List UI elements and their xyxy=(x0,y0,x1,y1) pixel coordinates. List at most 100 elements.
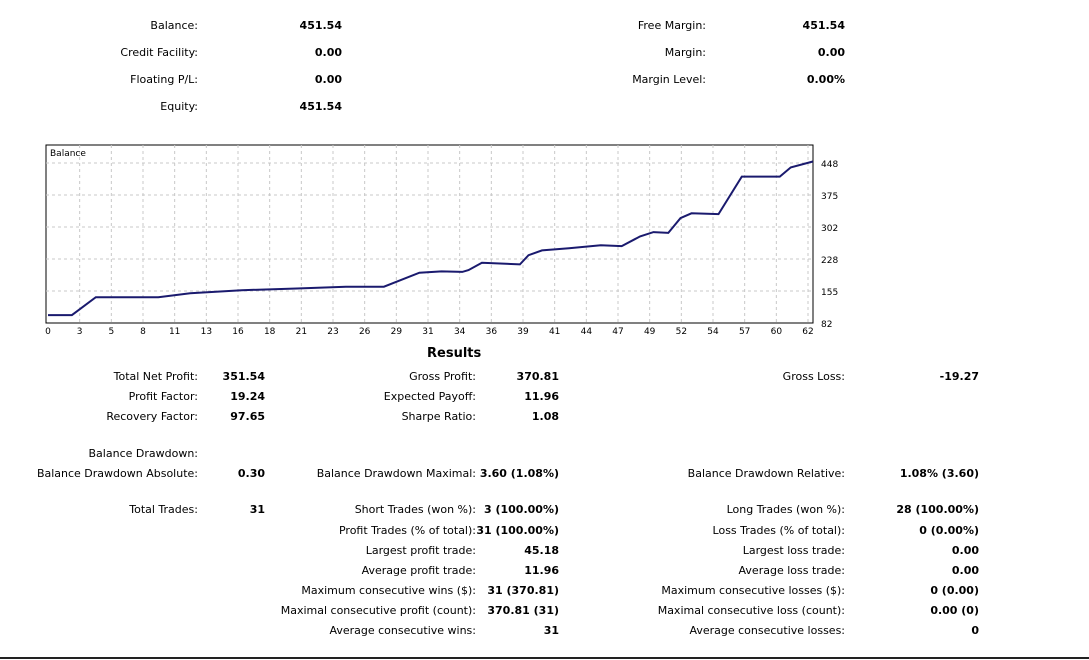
max-consec-losses-value: 0 (0.00) xyxy=(930,584,979,597)
x-tick-label: 0 xyxy=(45,327,51,337)
x-tick-label: 52 xyxy=(676,327,687,337)
results-title: Results xyxy=(427,346,482,361)
chart-title: Balance xyxy=(50,149,86,159)
gross-profit-value: 370.81 xyxy=(516,370,559,383)
floating-pl-value: 0.00 xyxy=(314,73,342,86)
x-tick-label: 31 xyxy=(422,327,433,337)
free-margin-value: 451.54 xyxy=(802,19,845,32)
x-tick-label: 47 xyxy=(612,327,623,337)
total-net-profit-value: 351.54 xyxy=(222,370,265,383)
margin-value: 0.00 xyxy=(817,46,845,59)
balance-value: 451.54 xyxy=(299,19,342,32)
sharpe-ratio-value: 1.08 xyxy=(531,410,559,423)
profit-trades-label: Profit Trades (% of total): xyxy=(338,524,476,537)
x-tick-label: 41 xyxy=(549,327,560,337)
bottom-divider xyxy=(0,657,1089,659)
average-loss-label: Average loss trade: xyxy=(738,564,845,577)
x-tick-label: 16 xyxy=(232,327,244,337)
expected-payoff-value: 11.96 xyxy=(524,390,559,403)
balance-label: Balance: xyxy=(150,19,198,32)
x-tick-label: 18 xyxy=(264,327,276,337)
y-tick-label: 228 xyxy=(821,256,838,266)
maximal-consec-loss-value: 0.00 (0) xyxy=(930,604,979,617)
y-tick-label: 375 xyxy=(821,192,838,202)
x-tick-label: 62 xyxy=(802,327,813,337)
x-tick-label: 21 xyxy=(296,327,307,337)
loss-trades-value: 0 (0.00%) xyxy=(919,524,979,537)
plot-frame xyxy=(45,144,814,324)
bd-absolute-value: 0.30 xyxy=(237,467,265,480)
margin-level-label: Margin Level: xyxy=(632,73,706,86)
floating-pl-label: Floating P/L: xyxy=(130,73,198,86)
largest-loss-value: 0.00 xyxy=(951,544,979,557)
max-consec-wins-value: 31 (370.81) xyxy=(487,584,559,597)
average-profit-value: 11.96 xyxy=(524,564,559,577)
x-tick-label: 54 xyxy=(707,327,719,337)
short-trades-value: 3 (100.00%) xyxy=(483,503,559,516)
margin-label: Margin: xyxy=(664,46,706,59)
total-net-profit-label: Total Net Profit: xyxy=(113,370,198,383)
x-tick-label: 11 xyxy=(169,327,180,337)
x-tick-label: 5 xyxy=(108,327,114,337)
max-consec-wins-label: Maximum consecutive wins ($): xyxy=(301,584,476,597)
largest-loss-label: Largest loss trade: xyxy=(742,544,845,557)
maximal-consec-loss-label: Maximal consecutive loss (count): xyxy=(657,604,845,617)
y-tick-label: 82 xyxy=(821,320,832,330)
total-trades-value: 31 xyxy=(249,503,265,516)
profit-factor-label: Profit Factor: xyxy=(128,390,198,403)
equity-value: 451.54 xyxy=(299,100,342,113)
profit-trades-value: 31 (100.00%) xyxy=(476,524,559,537)
gross-profit-label: Gross Profit: xyxy=(409,370,476,383)
expected-payoff-label: Expected Payoff: xyxy=(383,390,476,403)
y-tick-label: 155 xyxy=(821,288,838,298)
avg-consec-losses-label: Average consecutive losses: xyxy=(689,624,845,637)
margin-level-value: 0.00% xyxy=(806,73,845,86)
balance-drawdown-label: Balance Drawdown: xyxy=(88,447,198,460)
x-tick-label: 60 xyxy=(771,327,783,337)
average-profit-label: Average profit trade: xyxy=(361,564,476,577)
y-tick-label: 448 xyxy=(821,160,838,170)
recovery-factor-value: 97.65 xyxy=(230,410,265,423)
bd-relative-value: 1.08% (3.60) xyxy=(899,467,979,480)
x-tick-label: 44 xyxy=(581,327,593,337)
largest-profit-value: 45.18 xyxy=(524,544,559,557)
x-tick-label: 39 xyxy=(517,327,529,337)
short-trades-label: Short Trades (won %): xyxy=(354,503,476,516)
avg-consec-wins-value: 31 xyxy=(543,624,559,637)
maximal-consec-profit-value: 370.81 (31) xyxy=(487,604,559,617)
x-tick-label: 3 xyxy=(77,327,83,337)
gross-loss-label: Gross Loss: xyxy=(782,370,845,383)
credit-facility-value: 0.00 xyxy=(314,46,342,59)
average-loss-value: 0.00 xyxy=(951,564,979,577)
x-tick-label: 26 xyxy=(359,327,371,337)
long-trades-value: 28 (100.00%) xyxy=(896,503,979,516)
x-tick-label: 34 xyxy=(454,327,466,337)
credit-facility-label: Credit Facility: xyxy=(120,46,198,59)
balance-chart: 0 3 5 8 11 13 16 18 21 23 26 29 31 34 36 39 41 44 47 49 52 54… xyxy=(45,144,838,337)
x-tick-label: 13 xyxy=(201,327,212,337)
loss-trades-label: Loss Trades (% of total): xyxy=(712,524,845,537)
profit-factor-value: 19.24 xyxy=(230,390,265,403)
long-trades-label: Long Trades (won %): xyxy=(726,503,845,516)
bd-absolute-label: Balance Drawdown Absolute: xyxy=(36,467,198,480)
avg-consec-wins-label: Average consecutive wins: xyxy=(329,624,476,637)
x-tick-label: 57 xyxy=(739,327,750,337)
free-margin-label: Free Margin: xyxy=(637,19,706,32)
total-trades-label: Total Trades: xyxy=(129,503,198,516)
sharpe-ratio-label: Sharpe Ratio: xyxy=(401,410,476,423)
x-tick-label: 49 xyxy=(644,327,656,337)
x-tick-label: 29 xyxy=(391,327,403,337)
x-tick-label: 23 xyxy=(327,327,338,337)
bd-maximal-label: Balance Drawdown Maximal: xyxy=(316,467,476,480)
bd-relative-label: Balance Drawdown Relative: xyxy=(687,467,845,480)
avg-consec-losses-value: 0 xyxy=(971,624,979,637)
y-tick-label: 302 xyxy=(821,224,838,234)
max-consec-losses-label: Maximum consecutive losses ($): xyxy=(661,584,845,597)
largest-profit-label: Largest profit trade: xyxy=(365,544,476,557)
balance-line xyxy=(48,160,814,317)
x-tick-label: 36 xyxy=(486,327,498,337)
gross-loss-value: -19.27 xyxy=(939,370,979,383)
maximal-consec-profit-label: Maximal consecutive profit (count): xyxy=(280,604,476,617)
recovery-factor-label: Recovery Factor: xyxy=(106,410,198,423)
equity-label: Equity: xyxy=(160,100,198,113)
